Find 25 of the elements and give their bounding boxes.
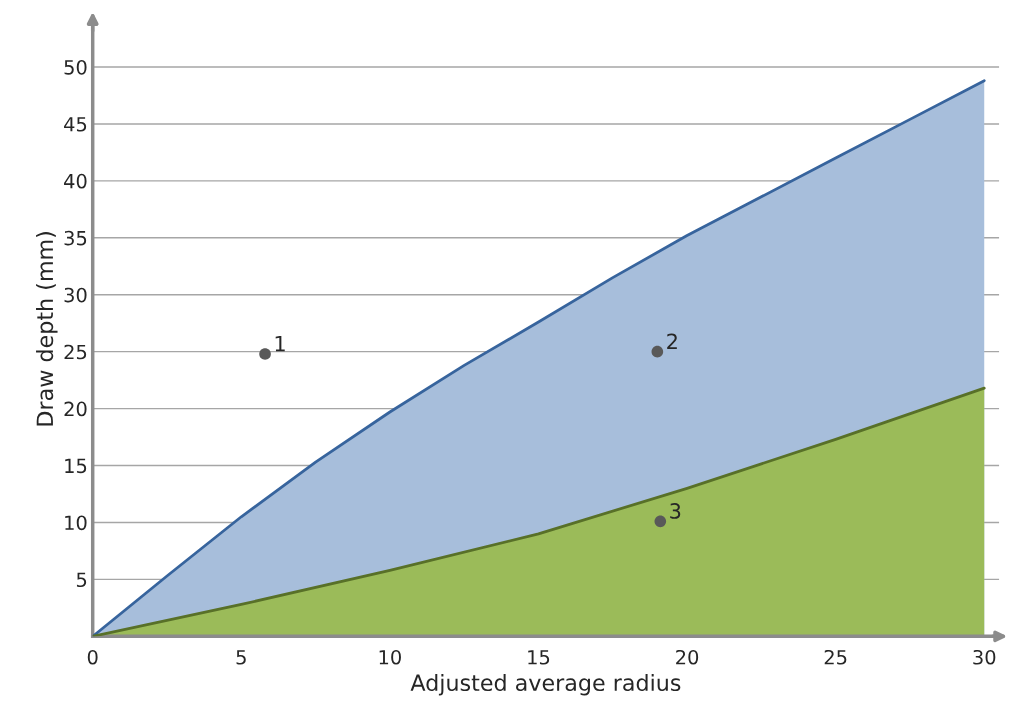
x-tick-label: 30 <box>973 649 996 665</box>
y-tick-label: 5 <box>76 572 87 588</box>
annotation: 2 <box>667 333 677 349</box>
y-tick-label: 20 <box>64 401 87 417</box>
x-tick-label: 10 <box>379 649 401 665</box>
y-tick-label: 25 <box>64 344 87 360</box>
y-tick-label: 35 <box>64 230 87 246</box>
annotation: 3 <box>670 503 681 519</box>
y-tick-label: 50 <box>64 59 87 75</box>
y-tick-label: 30 <box>64 287 87 303</box>
x-tick-label: 15 <box>528 650 550 665</box>
point <box>259 348 271 360</box>
annotation: 1 <box>275 335 285 352</box>
x-tick-label: 20 <box>676 649 699 665</box>
y-tick-label: 40 <box>64 173 87 189</box>
y-axis-title: Draw depth (mm) <box>36 232 58 426</box>
x-axis-title: Adjusted average radius <box>410 673 681 696</box>
x-tick-label: 5 <box>236 650 246 665</box>
point <box>651 345 664 358</box>
y-tick-label: 10 <box>65 515 87 531</box>
x-tick-label: 0 <box>87 649 98 665</box>
x-tick-label: 25 <box>824 649 847 665</box>
y-tick-label: 15 <box>65 458 87 474</box>
y-tick-label: 45 <box>64 117 87 132</box>
point <box>654 515 667 528</box>
